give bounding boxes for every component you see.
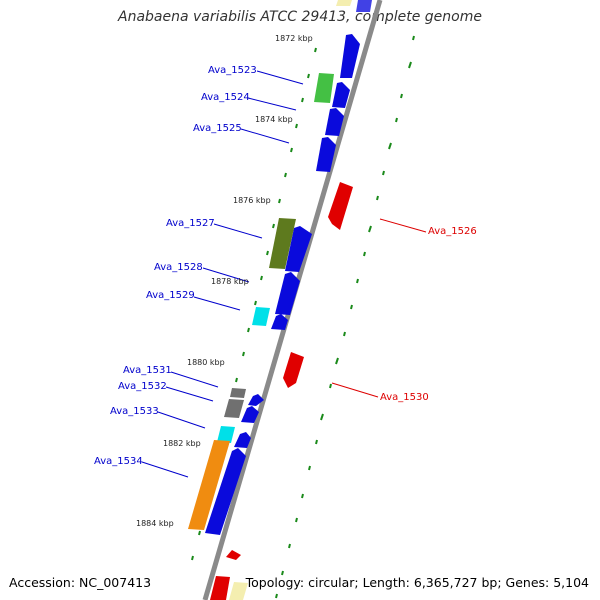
gene-blue-top[interactable] [356,0,372,12]
gene-label-ava-1524[interactable]: Ava_1524 [201,92,250,103]
gene-ava-1533-cyan[interactable] [217,426,235,443]
gene-label-ava-1534[interactable]: Ava_1534 [94,456,143,467]
tick-label-1884: 1884 kbp [136,519,174,528]
gene-cream-top[interactable] [336,0,352,6]
gene-label-ava-1531[interactable]: Ava_1531 [123,365,172,376]
gene-ava-1534-orange[interactable] [188,440,230,530]
gene-red-bottom-left[interactable] [210,576,230,600]
gene-ava-1527-olive[interactable] [269,218,296,269]
gene-ava-1529-forward[interactable] [271,314,288,330]
gene-label-ava-1523[interactable]: Ava_1523 [208,65,257,76]
gene-ava-1531-gray[interactable] [230,388,246,398]
right-leader-lines [331,218,427,398]
right-dot-track [275,35,415,599]
tick-label-1880: 1880 kbp [187,358,225,367]
gene-ava-1534-forward[interactable] [205,448,246,535]
gene-ava-1533-forward[interactable] [234,432,251,448]
gene-cream-bottom[interactable] [229,582,248,600]
gene-label-ava-1525[interactable]: Ava_1525 [193,123,242,134]
gene-ava-1524-forward[interactable] [332,82,350,108]
map-title: Anabaena variabilis ATCC 29413, complete… [118,9,482,25]
gene-ava-1532-gray[interactable] [224,399,244,418]
gene-ava-1528-forward[interactable] [275,272,300,315]
left-leader-lines [141,70,304,478]
gene-label-ava-1527[interactable]: Ava_1527 [166,218,215,229]
gene-ava-1525b-forward[interactable] [316,137,336,172]
gene-ava-1525-forward[interactable] [325,108,344,136]
tick-label-1872: 1872 kbp [275,34,313,43]
gene-ava-1529-cyan[interactable] [252,307,270,326]
tick-label-1878: 1878 kbp [211,277,249,286]
gene-ava-1526-reverse[interactable] [328,182,353,230]
gene-label-ava-1533[interactable]: Ava_1533 [110,406,159,417]
gene-red-small[interactable] [226,550,241,560]
gene-ava-1523-forward[interactable] [340,34,360,78]
gene-label-ava-1526[interactable]: Ava_1526 [428,226,477,237]
accession-text: Accession: NC_007413 [9,575,152,590]
tick-label-1882: 1882 kbp [163,439,201,448]
gene-ava-1527-forward[interactable] [285,226,312,272]
gene-ava-1532-forward[interactable] [241,406,259,423]
gene-label-ava-1530[interactable]: Ava_1530 [380,392,429,403]
gene-label-ava-1532[interactable]: Ava_1532 [118,381,167,392]
tick-label-1876: 1876 kbp [233,196,271,205]
genome-summary-text: Topology: circular; Length: 6,365,727 bp… [245,575,589,590]
gene-ava-1523-green[interactable] [314,73,334,103]
gene-label-ava-1528[interactable]: Ava_1528 [154,262,203,273]
gene-ava-1531-forward[interactable] [248,394,264,406]
tick-label-1874: 1874 kbp [255,115,293,124]
gene-label-ava-1529[interactable]: Ava_1529 [146,290,195,301]
gene-ava-1530-reverse[interactable] [283,352,304,388]
